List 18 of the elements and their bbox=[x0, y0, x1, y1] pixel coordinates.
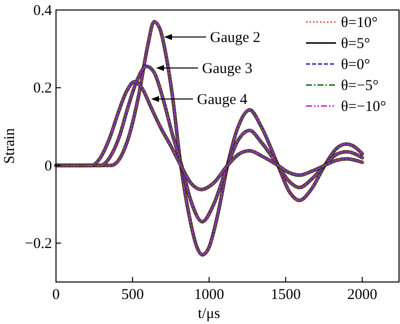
x-tick-label: 500 bbox=[121, 287, 144, 303]
x-tick-label: 1000 bbox=[194, 287, 224, 303]
legend-label: θ=−5° bbox=[341, 78, 379, 94]
annotation: Gauge 4 bbox=[197, 92, 248, 108]
legend-label: θ=5° bbox=[341, 36, 370, 52]
legend-label: θ=10° bbox=[341, 15, 378, 31]
x-axis-title: t/μs bbox=[198, 306, 220, 322]
annotation: Gauge 3 bbox=[202, 61, 252, 77]
y-tick-label: 0.2 bbox=[33, 80, 52, 97]
x-tick-label: 2000 bbox=[347, 287, 378, 303]
annotation: Gauge 2 bbox=[210, 30, 260, 46]
x-tick-label: 1500 bbox=[270, 287, 301, 303]
y-tick-label: 0.4 bbox=[33, 3, 52, 19]
legend-label: θ=0° bbox=[341, 57, 370, 73]
legend-label: θ=−10° bbox=[341, 99, 386, 115]
y-tick-label: 0 bbox=[44, 158, 52, 174]
y-tick-label: −0.2 bbox=[24, 236, 52, 252]
y-axis-title: Strain bbox=[2, 128, 18, 164]
